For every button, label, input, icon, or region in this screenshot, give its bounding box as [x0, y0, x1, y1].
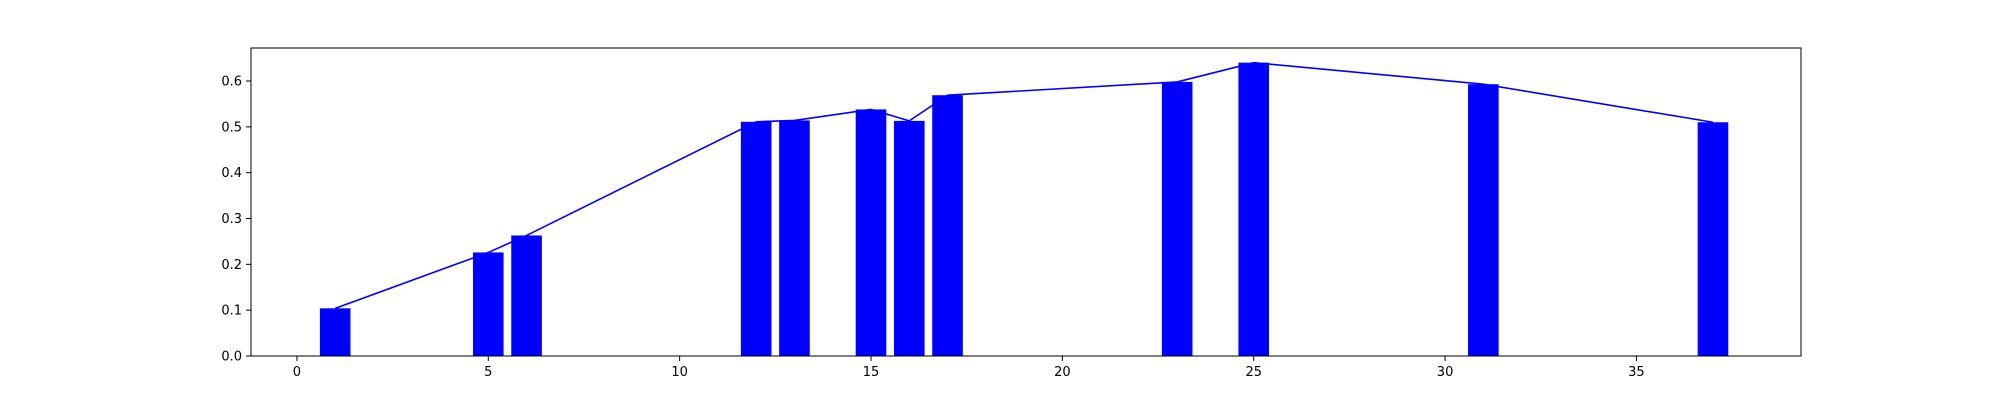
bar-23: [1161, 81, 1193, 357]
bar-5: [472, 252, 504, 356]
y-tick-label-4: 0.4: [221, 166, 242, 181]
y-tick-label-2: 0.2: [221, 258, 242, 273]
x-tick-label-30: 30: [1437, 365, 1454, 380]
axes-group: [250, 47, 1802, 357]
bar-16: [893, 120, 925, 356]
x-tick-label-5: 5: [484, 365, 492, 380]
bar-17: [932, 95, 963, 357]
bar-13: [779, 120, 810, 356]
bar-1: [319, 308, 351, 356]
x-axis-ticks: 0 5 10 15 20 25 30 35: [293, 356, 1645, 380]
line-layer: [334, 61, 1714, 310]
bar-15: [855, 109, 887, 356]
bars-group: [319, 62, 1729, 357]
x-tick-label-25: 25: [1245, 365, 1262, 380]
x-tick-label-15: 15: [863, 365, 880, 380]
x-tick-label-20: 20: [1054, 365, 1071, 380]
bar-25: [1238, 62, 1270, 357]
bar-12: [740, 121, 772, 356]
y-tick-label-1: 0.1: [221, 304, 242, 319]
bar-6: [511, 235, 542, 356]
y-tick-label-0: 0.0: [221, 350, 242, 365]
bar-31: [1468, 84, 1499, 357]
x-tick-label-35: 35: [1628, 365, 1645, 380]
y-tick-label-6: 0.6: [221, 75, 242, 90]
x-tick-label-0: 0: [293, 365, 301, 380]
x-tick-label-10: 10: [671, 365, 688, 380]
plot-frame: [250, 47, 1802, 357]
bar-37: [1697, 122, 1729, 356]
y-tick-label-3: 0.3: [221, 212, 242, 227]
series-line: [334, 61, 1714, 310]
y-axis-ticks: 0.0 0.1 0.2 0.3 0.4 0.5 0.6: [221, 75, 251, 365]
y-tick-label-5: 0.5: [221, 120, 242, 135]
